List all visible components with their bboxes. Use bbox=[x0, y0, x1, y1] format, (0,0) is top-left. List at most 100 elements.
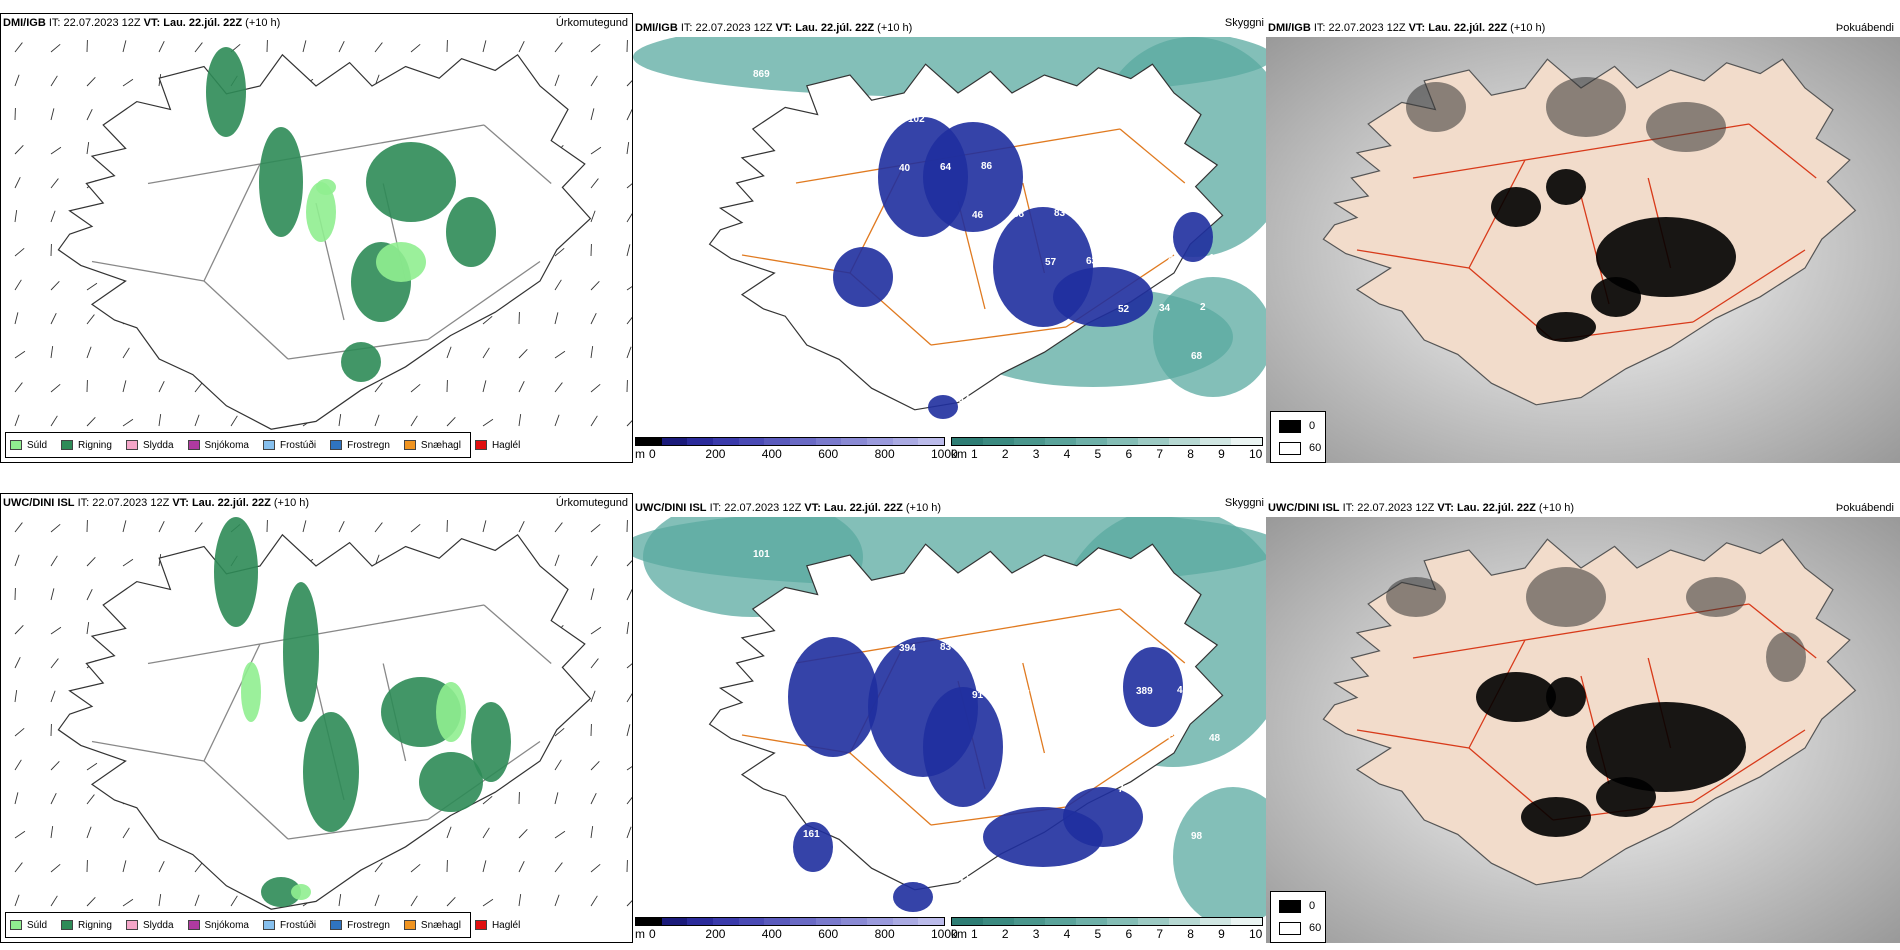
wind-barb bbox=[410, 523, 421, 533]
visibility-value-label: 68 bbox=[1191, 351, 1203, 362]
visibility-value-label: 55 bbox=[1063, 159, 1075, 170]
wind-barb bbox=[86, 77, 96, 87]
road-line bbox=[287, 818, 429, 840]
visibility-value-label: 57 bbox=[908, 594, 920, 605]
visibility-value-label: 57 bbox=[1022, 160, 1034, 171]
colorbar-cell bbox=[1045, 918, 1076, 925]
wind-barb bbox=[14, 830, 26, 839]
legend-swatch bbox=[330, 440, 343, 450]
wind-barb bbox=[626, 796, 632, 805]
wind-barb bbox=[14, 657, 21, 669]
wind-barb bbox=[338, 894, 342, 907]
visibility-value-label: 42 bbox=[958, 874, 970, 885]
visibility-value-label: 57 bbox=[1045, 257, 1057, 268]
colorbar-cell bbox=[1169, 918, 1200, 925]
road-line bbox=[1748, 123, 1817, 179]
colorbar-cell bbox=[687, 438, 714, 445]
precip-legend: Súld Rigning Slydda Snjókoma Frostúði Frostre… bbox=[5, 432, 520, 458]
fog-area bbox=[788, 637, 878, 757]
wind-barb bbox=[554, 759, 562, 771]
colorbar-cell bbox=[713, 438, 739, 445]
wind-barb bbox=[14, 894, 20, 907]
wind-barb bbox=[50, 793, 57, 805]
wind-barb bbox=[626, 213, 632, 223]
legend-swatch bbox=[187, 440, 200, 450]
wind-barb bbox=[626, 244, 631, 257]
wind-barb bbox=[374, 522, 383, 533]
visibility-value-label: 83 bbox=[1054, 208, 1066, 219]
fog-moderate-area bbox=[1766, 632, 1806, 682]
legend-label: Slydda bbox=[142, 439, 174, 451]
wind-barb bbox=[446, 826, 452, 839]
legend-swatch bbox=[474, 920, 487, 930]
low-visibility-sea-area bbox=[1153, 277, 1266, 397]
wind-barb bbox=[554, 74, 560, 87]
precip-legend-item: Frostúði bbox=[262, 440, 316, 451]
wind-barb bbox=[554, 792, 559, 805]
visibility-value-label: 44 bbox=[762, 350, 774, 361]
rain-area bbox=[419, 752, 483, 812]
wind-barb bbox=[626, 420, 632, 427]
wind-barb bbox=[554, 247, 565, 257]
rain-area bbox=[366, 142, 456, 222]
colorbar-tick-label: 400 bbox=[761, 927, 782, 941]
colorbar-tick-label: 2 bbox=[1001, 447, 1009, 461]
wind-barb bbox=[626, 286, 632, 291]
wind-barb bbox=[554, 279, 562, 291]
wind-barb bbox=[50, 761, 60, 771]
fog-panel-bottom: UWC/DINI ISL IT: 22.07.2023 12Z VT: Lau.… bbox=[1266, 493, 1900, 950]
legend-swatch bbox=[61, 440, 74, 450]
visibility-value-label: 102 bbox=[867, 595, 884, 606]
legend-label: Rigning bbox=[78, 439, 112, 451]
colorbar-tick-label: 8 bbox=[1187, 447, 1194, 461]
visibility-value-label: 43 bbox=[1031, 591, 1043, 602]
fog-moderate-area bbox=[1546, 77, 1626, 137]
precip-type-panel-top: DMI/IGB IT: 22.07.2023 12Z VT: Lau. 22.j… bbox=[0, 13, 633, 463]
road-line bbox=[1011, 128, 1121, 148]
wind-barb bbox=[626, 183, 632, 189]
wind-barb bbox=[554, 522, 563, 533]
precip-legend-item: Snæhagl bbox=[403, 919, 461, 931]
visibility-value-label: 34 bbox=[1159, 303, 1171, 314]
colorbar-cell bbox=[1107, 918, 1138, 925]
visibility-value-label: 14 bbox=[780, 732, 792, 743]
wind-barb bbox=[554, 312, 559, 325]
visibility-value-label: 161 bbox=[803, 829, 820, 840]
wind-barb bbox=[194, 414, 200, 427]
legend-label: Frostúði bbox=[279, 919, 317, 931]
legend-label: Snæhagl bbox=[420, 919, 461, 931]
colorbar-tick-label: 600 bbox=[818, 447, 839, 461]
legend-swatch bbox=[474, 440, 487, 450]
visibility-value-label: 369 bbox=[1127, 255, 1144, 266]
wind-barb bbox=[590, 210, 596, 223]
wind-barb bbox=[554, 727, 565, 737]
wind-barb bbox=[554, 862, 563, 873]
road-line bbox=[1412, 159, 1526, 179]
wind-barb bbox=[122, 347, 130, 359]
rain-area bbox=[214, 517, 258, 627]
wind-barb bbox=[338, 41, 345, 53]
visibility-value-label: 40 bbox=[899, 163, 911, 174]
legend-swatch bbox=[262, 440, 275, 450]
visibility-value-label: 118 bbox=[1127, 735, 1144, 746]
rain-area bbox=[446, 197, 496, 267]
road-line bbox=[1011, 608, 1121, 628]
colorbar-tick-label: 10 bbox=[1249, 927, 1263, 941]
wind-barb bbox=[410, 863, 421, 873]
precip-legend-item: Slydda bbox=[125, 439, 174, 451]
fog-moderate-area bbox=[1526, 567, 1606, 627]
wind-barb bbox=[374, 862, 383, 873]
colorbar-cell bbox=[713, 918, 739, 925]
wind-barb bbox=[518, 521, 525, 533]
wind-barb bbox=[626, 109, 632, 121]
panel-type-label: Skyggni bbox=[1224, 17, 1264, 29]
colorbar-cell bbox=[841, 918, 868, 925]
fog-dense-area bbox=[1596, 217, 1736, 297]
visibility-value-label: 2 bbox=[1200, 302, 1206, 313]
colorbar-strip bbox=[951, 437, 1263, 446]
visibility-value-label: 89 bbox=[1022, 640, 1034, 651]
legend-label: Snæhagl bbox=[420, 439, 461, 451]
colorbar-cell bbox=[687, 918, 714, 925]
road-line bbox=[1692, 249, 1806, 323]
wind-barb bbox=[14, 247, 25, 257]
